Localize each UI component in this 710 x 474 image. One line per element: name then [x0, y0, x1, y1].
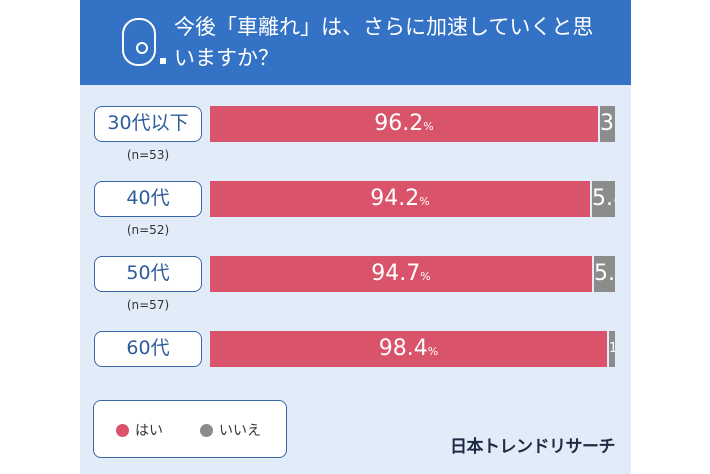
bar-yes: 94.7%: [210, 256, 592, 292]
age-label: 30代以下: [94, 106, 202, 142]
legend-yes-label: はい: [135, 423, 163, 439]
value-label: 98.4: [378, 336, 428, 361]
bar-yes: 94.2%: [210, 181, 590, 217]
age-label: 40代: [94, 181, 202, 217]
yes-dot-icon: [116, 424, 129, 437]
bar-no: 5.3%: [594, 256, 615, 292]
value-label: 5.8: [592, 186, 615, 211]
legend-no: いいえ: [200, 420, 261, 440]
q-dot-icon: [160, 58, 166, 64]
logo: 日本トレンドリサーチ: [450, 437, 616, 457]
sample-size: (n=57): [126, 298, 170, 312]
bar-yes: 96.2%: [210, 106, 598, 142]
bar-no: 5.8%: [592, 181, 615, 217]
q-icon: [122, 18, 156, 66]
question-title: 今後「車離れ」は、さらに加速していくと思いますか？: [174, 15, 594, 70]
value-label: 94.2: [370, 186, 420, 211]
chart-panel: 今後「車離れ」は、さらに加速していくと思いますか？ 30代以下 (n=53) 96.…: [80, 0, 631, 474]
value-label: 5.3: [594, 261, 615, 286]
question-header: 今後「車離れ」は、さらに加速していくと思いますか？: [80, 0, 631, 85]
bar-yes: 98.4%: [210, 331, 607, 367]
legend-no-label: いいえ: [219, 423, 261, 439]
age-label: 60代: [94, 331, 202, 367]
value-label: 1.6: [609, 341, 615, 356]
value-label: 96.2: [374, 111, 424, 136]
value-label: 3.8: [600, 111, 615, 136]
no-dot-icon: [200, 424, 213, 437]
age-label: 50代: [94, 256, 202, 292]
legend: はい いいえ: [93, 400, 287, 458]
sample-size: (n=52): [126, 223, 170, 237]
bar-no: 1.6%: [609, 331, 615, 367]
sample-size: (n=53): [126, 148, 170, 162]
bar-no: 3.8%: [600, 106, 615, 142]
value-label: 94.7: [371, 261, 421, 286]
legend-yes: はい: [116, 420, 163, 440]
